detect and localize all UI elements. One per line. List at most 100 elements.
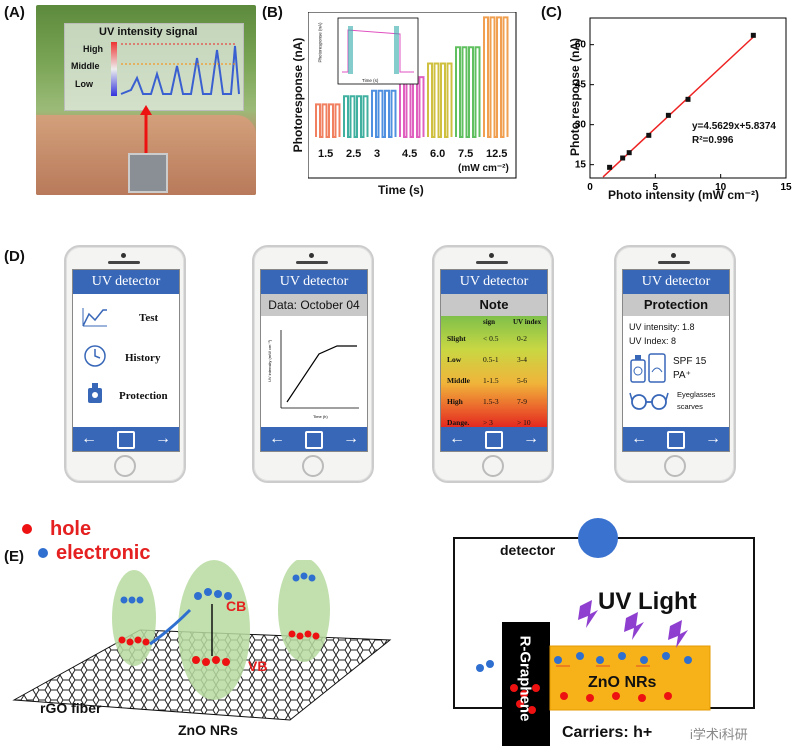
response-burst xyxy=(315,103,341,138)
circuit-diagram xyxy=(453,518,755,746)
back-icon[interactable]: ← xyxy=(81,430,97,447)
signal-title: UV intensity signal xyxy=(99,26,198,38)
nav-bar: ← → xyxy=(73,427,179,451)
intensity-tick-label: 3 xyxy=(374,148,381,160)
panel-b-unit: (mW cm⁻²) xyxy=(458,163,509,174)
response-burst xyxy=(371,89,397,138)
uv-intensity-readout: UV intensity: 1.8 xyxy=(629,322,695,332)
home-square-icon[interactable] xyxy=(485,431,503,449)
note-row: Dange. > 3 > 10 xyxy=(447,418,531,427)
rgo-label: rGO fiber xyxy=(40,700,102,716)
sensor-patch xyxy=(128,153,168,193)
intensity-tick-label: 7.5 xyxy=(458,148,474,160)
response-burst xyxy=(343,95,369,138)
panel-b-label: (B) xyxy=(262,4,283,21)
home-square-icon[interactable] xyxy=(667,431,685,449)
panel-d-label: (D) xyxy=(4,248,25,265)
y-tick-label: 30 xyxy=(575,120,587,131)
svg-text:Time (h): Time (h) xyxy=(313,414,328,419)
vb-label: VB xyxy=(248,658,268,674)
note-row: Slight < 0.5 0-2 xyxy=(447,334,527,343)
data-point xyxy=(646,132,652,138)
svg-text:UV intensity (mW cm⁻²): UV intensity (mW cm⁻²) xyxy=(267,339,272,382)
up-arrow-icon xyxy=(140,105,152,153)
eyeglasses-text: Eyeglasses xyxy=(677,390,716,399)
menu-test[interactable]: Test xyxy=(139,312,159,324)
menu-protection[interactable]: Protection xyxy=(119,390,168,402)
zno-label: ZnO NRs xyxy=(178,722,238,738)
x-tick-label: 15 xyxy=(780,182,792,193)
home-button[interactable] xyxy=(482,455,504,477)
phone-note: UV detector Note sign UV index Slight < 0… xyxy=(432,245,554,483)
forward-icon[interactable]: → xyxy=(705,430,721,447)
intensity-tick-label: 2.5 xyxy=(346,148,362,160)
note-row: Low 0.5-1 3-4 xyxy=(447,355,527,364)
zno-rod xyxy=(178,560,250,700)
note-row: Middle 1-1.5 5-6 xyxy=(447,376,527,385)
history-chart: UV intensity (mW cm⁻²) Time (h) xyxy=(267,330,359,419)
panel-c-equation: y=4.5629x+5.8374 xyxy=(692,121,776,132)
back-icon[interactable]: ← xyxy=(449,430,465,447)
intensity-tick-label: 12.5 xyxy=(486,148,508,160)
phone-note-screen: UV detector Note sign UV index Slight < 0… xyxy=(440,269,548,452)
home-square-icon[interactable] xyxy=(117,431,135,449)
sunscreen-icon xyxy=(88,383,102,403)
home-button[interactable] xyxy=(664,455,686,477)
clock-icon xyxy=(84,345,106,367)
home-button[interactable] xyxy=(302,455,324,477)
data-point xyxy=(620,155,626,161)
nav-bar: ← → xyxy=(441,427,547,451)
home-square-icon[interactable] xyxy=(305,431,323,449)
data-point xyxy=(665,112,671,118)
data-date: Data: October 04 xyxy=(261,294,367,316)
linear-fit-chart: 0 5 10 15 15 30 45 60 xyxy=(575,17,792,193)
y-tick-label: 45 xyxy=(575,80,587,91)
app-title: UV detector xyxy=(261,270,367,294)
detector-label: detector xyxy=(500,542,556,558)
spf-text: SPF 15 xyxy=(673,356,707,367)
level-middle: Middle xyxy=(71,61,100,71)
phone-menu: UV detector Test History Protection ← → xyxy=(64,245,186,483)
back-icon[interactable]: ← xyxy=(269,430,285,447)
panel-b-ylabel: Photoresponse (nA) xyxy=(291,37,305,153)
eyeglasses-icon xyxy=(629,392,669,410)
graphene-electrode xyxy=(502,622,550,746)
home-button[interactable] xyxy=(114,455,136,477)
app-title: UV detector xyxy=(623,270,729,294)
col-sign: sign xyxy=(483,318,496,326)
sunscreen-bottles-icon xyxy=(630,353,666,383)
response-burst xyxy=(427,62,453,138)
panel-a-label: (A) xyxy=(4,4,25,21)
nav-bar: ← → xyxy=(623,427,729,451)
forward-icon[interactable]: → xyxy=(523,430,539,447)
pa-text: PA⁺ xyxy=(673,370,691,381)
note-row: High 1.5-3 7-9 xyxy=(447,397,527,406)
carriers-label: Carriers: h+ xyxy=(562,724,653,741)
data-point xyxy=(626,150,632,156)
watermark: i学术i科研 xyxy=(690,727,748,742)
chart-line-icon xyxy=(82,308,107,327)
app-title: UV detector xyxy=(441,270,547,294)
panel-c-xlabel: Photo intensity (mW cm⁻²) xyxy=(608,188,759,202)
panel-e-label: (E) xyxy=(4,548,24,565)
zno-rod xyxy=(112,570,156,666)
detector-circle xyxy=(578,518,618,558)
panel-b-xlabel: Time (s) xyxy=(378,183,424,197)
photoresponse-chart xyxy=(308,12,517,179)
forward-icon[interactable]: → xyxy=(155,430,171,447)
uv-index-readout: UV Index: 8 xyxy=(629,336,677,346)
menu-history[interactable]: History xyxy=(125,352,161,364)
wrist-photo: UV intensity signal High Middle Low xyxy=(36,5,256,195)
note-table xyxy=(441,316,547,428)
panel-c-label: (C) xyxy=(541,4,562,21)
app-title: UV detector xyxy=(73,270,179,294)
back-icon[interactable]: ← xyxy=(631,430,647,447)
electron-dot-icon xyxy=(38,548,48,558)
x-tick-label: 0 xyxy=(587,182,593,193)
zno-layer-label: ZnO NRs xyxy=(588,674,657,691)
forward-icon[interactable]: → xyxy=(343,430,359,447)
response-burst xyxy=(483,16,509,138)
y-tick-label: 15 xyxy=(575,160,587,171)
response-burst xyxy=(399,76,425,138)
intensity-tick-label: 4.5 xyxy=(402,148,418,160)
